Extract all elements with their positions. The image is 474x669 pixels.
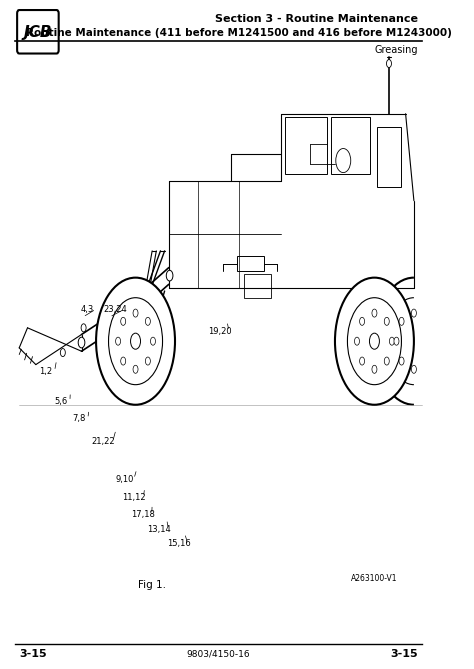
Circle shape [360,317,365,325]
Circle shape [133,365,138,373]
Circle shape [146,317,150,325]
Circle shape [133,309,138,317]
Circle shape [130,380,137,389]
Bar [244,274,271,298]
Circle shape [335,278,414,405]
Circle shape [372,309,377,317]
Text: 1,2: 1,2 [39,367,52,376]
Circle shape [109,298,163,385]
Circle shape [121,357,126,365]
Text: A263100-V1: A263100-V1 [351,573,397,583]
Bar [376,127,401,187]
Circle shape [360,357,365,365]
Text: 4,3: 4,3 [80,304,93,314]
Text: JCB: JCB [24,25,52,39]
Text: 3-15: 3-15 [391,650,418,659]
Circle shape [394,337,399,345]
Text: 19,20: 19,20 [208,326,232,336]
Text: 17,18: 17,18 [131,510,155,519]
Circle shape [150,337,155,345]
Bar [331,117,370,174]
Circle shape [355,337,359,345]
Circle shape [126,306,133,316]
Text: 11,12: 11,12 [122,492,146,502]
Circle shape [60,349,65,357]
Circle shape [386,60,392,68]
Circle shape [372,365,377,373]
Text: 9,10: 9,10 [116,474,134,484]
Circle shape [146,357,150,365]
Circle shape [369,333,379,349]
Text: 3-15: 3-15 [19,650,47,659]
Text: 13,14: 13,14 [147,524,171,534]
Circle shape [166,270,173,281]
Circle shape [347,298,401,385]
Text: 5,6: 5,6 [54,397,67,406]
Circle shape [411,309,416,317]
Circle shape [96,278,175,405]
Circle shape [399,357,404,365]
FancyBboxPatch shape [17,10,59,54]
Text: Routine Maintenance (411 before M1241500 and 416 before M1243000): Routine Maintenance (411 before M1241500… [27,28,452,37]
Text: Fig 1.: Fig 1. [138,580,166,589]
Text: 23,24: 23,24 [104,304,128,314]
Circle shape [116,337,120,345]
Circle shape [399,317,404,325]
Text: 7,8: 7,8 [72,414,85,423]
Text: 9803/4150-16: 9803/4150-16 [187,650,250,659]
Circle shape [384,317,389,325]
Text: 15,16: 15,16 [167,539,191,549]
Circle shape [390,337,394,345]
Text: 21,22: 21,22 [92,437,115,446]
Circle shape [121,317,126,325]
Circle shape [411,365,416,373]
Circle shape [78,337,85,348]
Circle shape [336,149,351,173]
Circle shape [130,333,140,349]
Text: Greasing: Greasing [374,45,418,54]
Text: Section 3 - Routine Maintenance: Section 3 - Routine Maintenance [215,15,418,24]
Circle shape [384,357,389,365]
Bar [285,117,327,174]
Bar [237,256,264,271]
Circle shape [81,324,86,332]
